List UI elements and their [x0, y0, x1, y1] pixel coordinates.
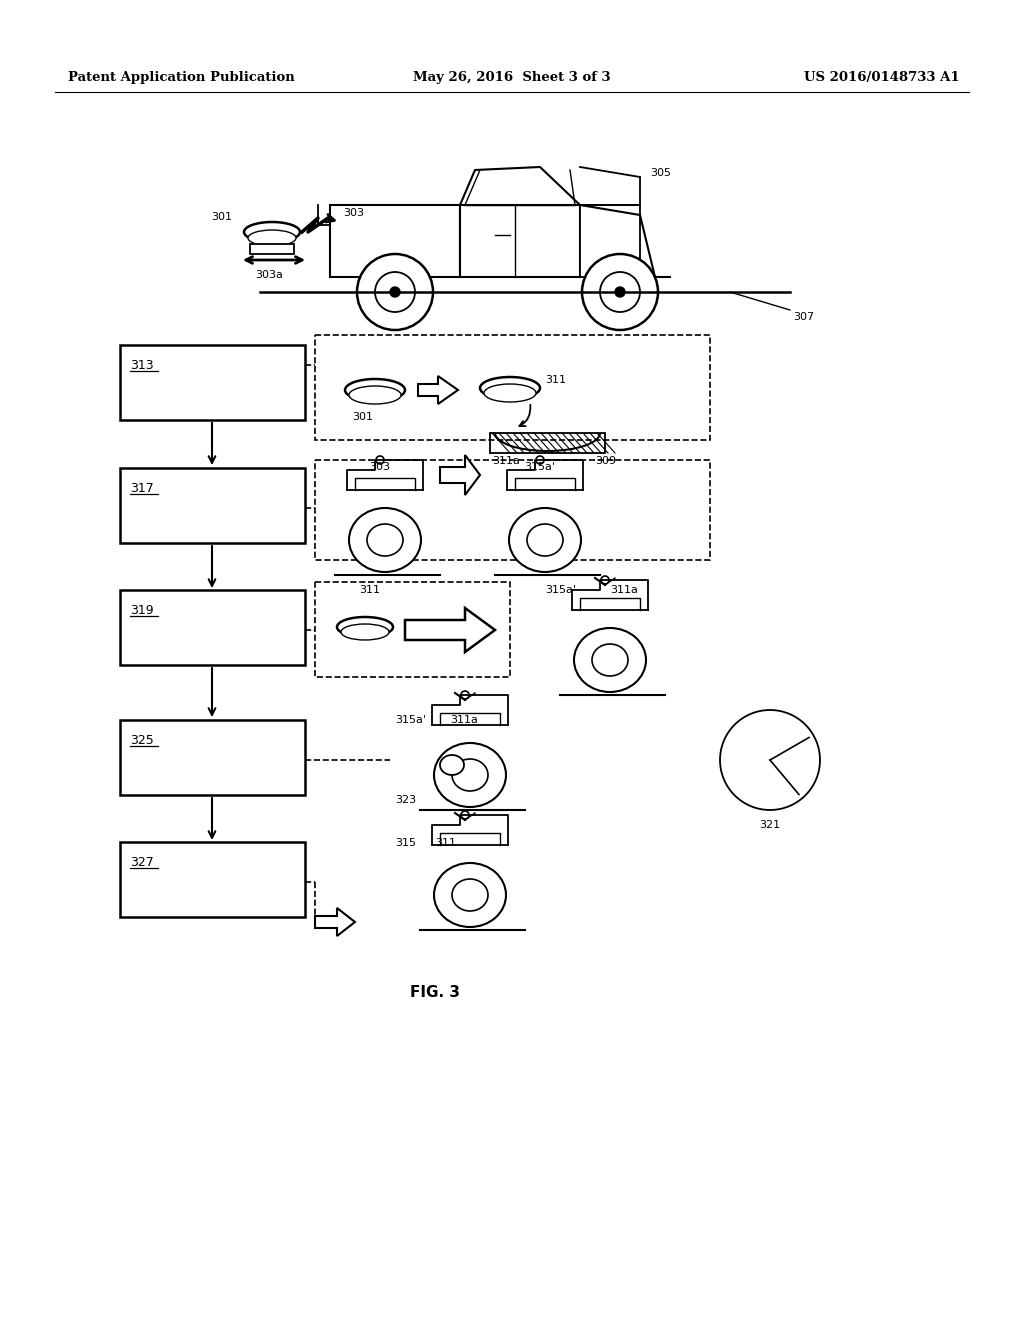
Text: 311: 311 — [435, 838, 456, 847]
Text: 307: 307 — [793, 312, 814, 322]
Text: 311: 311 — [545, 375, 566, 385]
Ellipse shape — [357, 253, 433, 330]
Ellipse shape — [480, 378, 540, 399]
Ellipse shape — [434, 743, 506, 807]
Ellipse shape — [536, 455, 544, 465]
Ellipse shape — [244, 222, 300, 242]
Text: 315a': 315a' — [545, 585, 575, 595]
Ellipse shape — [615, 286, 625, 297]
Text: 315a': 315a' — [395, 715, 426, 725]
Text: 315a': 315a' — [524, 462, 555, 473]
Text: 303a: 303a — [255, 271, 283, 280]
Ellipse shape — [376, 455, 384, 465]
Ellipse shape — [341, 624, 389, 640]
Ellipse shape — [349, 508, 421, 572]
Ellipse shape — [601, 576, 609, 583]
Text: 317: 317 — [130, 482, 154, 495]
Ellipse shape — [452, 759, 488, 791]
Bar — [250, 244, 294, 253]
Bar — [315, 335, 710, 440]
Polygon shape — [315, 908, 355, 936]
Bar — [120, 719, 305, 795]
Text: 327: 327 — [130, 855, 154, 869]
Text: 315: 315 — [395, 838, 416, 847]
Text: 311a: 311a — [610, 585, 638, 595]
Ellipse shape — [390, 286, 400, 297]
Bar — [120, 590, 305, 665]
Text: 305: 305 — [650, 168, 671, 178]
Text: 311a: 311a — [450, 715, 478, 725]
Ellipse shape — [592, 644, 628, 676]
Polygon shape — [440, 455, 480, 495]
Bar — [490, 433, 605, 453]
Ellipse shape — [461, 810, 469, 818]
Text: 301: 301 — [352, 412, 374, 422]
Text: 319: 319 — [130, 605, 154, 616]
Bar — [315, 582, 510, 677]
Ellipse shape — [349, 385, 401, 404]
Text: Patent Application Publication: Patent Application Publication — [68, 71, 295, 84]
Ellipse shape — [367, 524, 403, 556]
Ellipse shape — [248, 230, 296, 246]
Bar — [120, 345, 305, 420]
Ellipse shape — [461, 690, 469, 700]
Ellipse shape — [484, 384, 536, 403]
Text: 313: 313 — [130, 359, 154, 372]
Text: 301: 301 — [211, 213, 232, 222]
Text: 309: 309 — [595, 455, 616, 466]
Text: 303: 303 — [370, 462, 390, 473]
Text: 321: 321 — [760, 820, 780, 830]
Bar — [460, 205, 580, 277]
Text: 303: 303 — [343, 209, 364, 218]
Bar — [315, 459, 710, 560]
Ellipse shape — [600, 272, 640, 312]
Ellipse shape — [345, 379, 406, 401]
Bar — [330, 205, 460, 277]
Ellipse shape — [574, 628, 646, 692]
Text: 311a: 311a — [492, 455, 520, 466]
Text: 323: 323 — [395, 795, 416, 805]
Ellipse shape — [452, 879, 488, 911]
Ellipse shape — [720, 710, 820, 810]
Bar — [580, 205, 640, 277]
Ellipse shape — [440, 755, 464, 775]
Polygon shape — [406, 609, 495, 652]
Ellipse shape — [509, 508, 581, 572]
Text: May 26, 2016  Sheet 3 of 3: May 26, 2016 Sheet 3 of 3 — [414, 71, 610, 84]
Bar — [120, 842, 305, 917]
Text: FIG. 3: FIG. 3 — [410, 985, 460, 1001]
Ellipse shape — [375, 272, 415, 312]
Text: 325: 325 — [130, 734, 154, 747]
Ellipse shape — [582, 253, 658, 330]
Ellipse shape — [527, 524, 563, 556]
Polygon shape — [418, 376, 458, 404]
Text: US 2016/0148733 A1: US 2016/0148733 A1 — [805, 71, 961, 84]
Text: 311: 311 — [359, 585, 381, 595]
Ellipse shape — [434, 863, 506, 927]
Ellipse shape — [337, 616, 393, 638]
Bar — [120, 469, 305, 543]
